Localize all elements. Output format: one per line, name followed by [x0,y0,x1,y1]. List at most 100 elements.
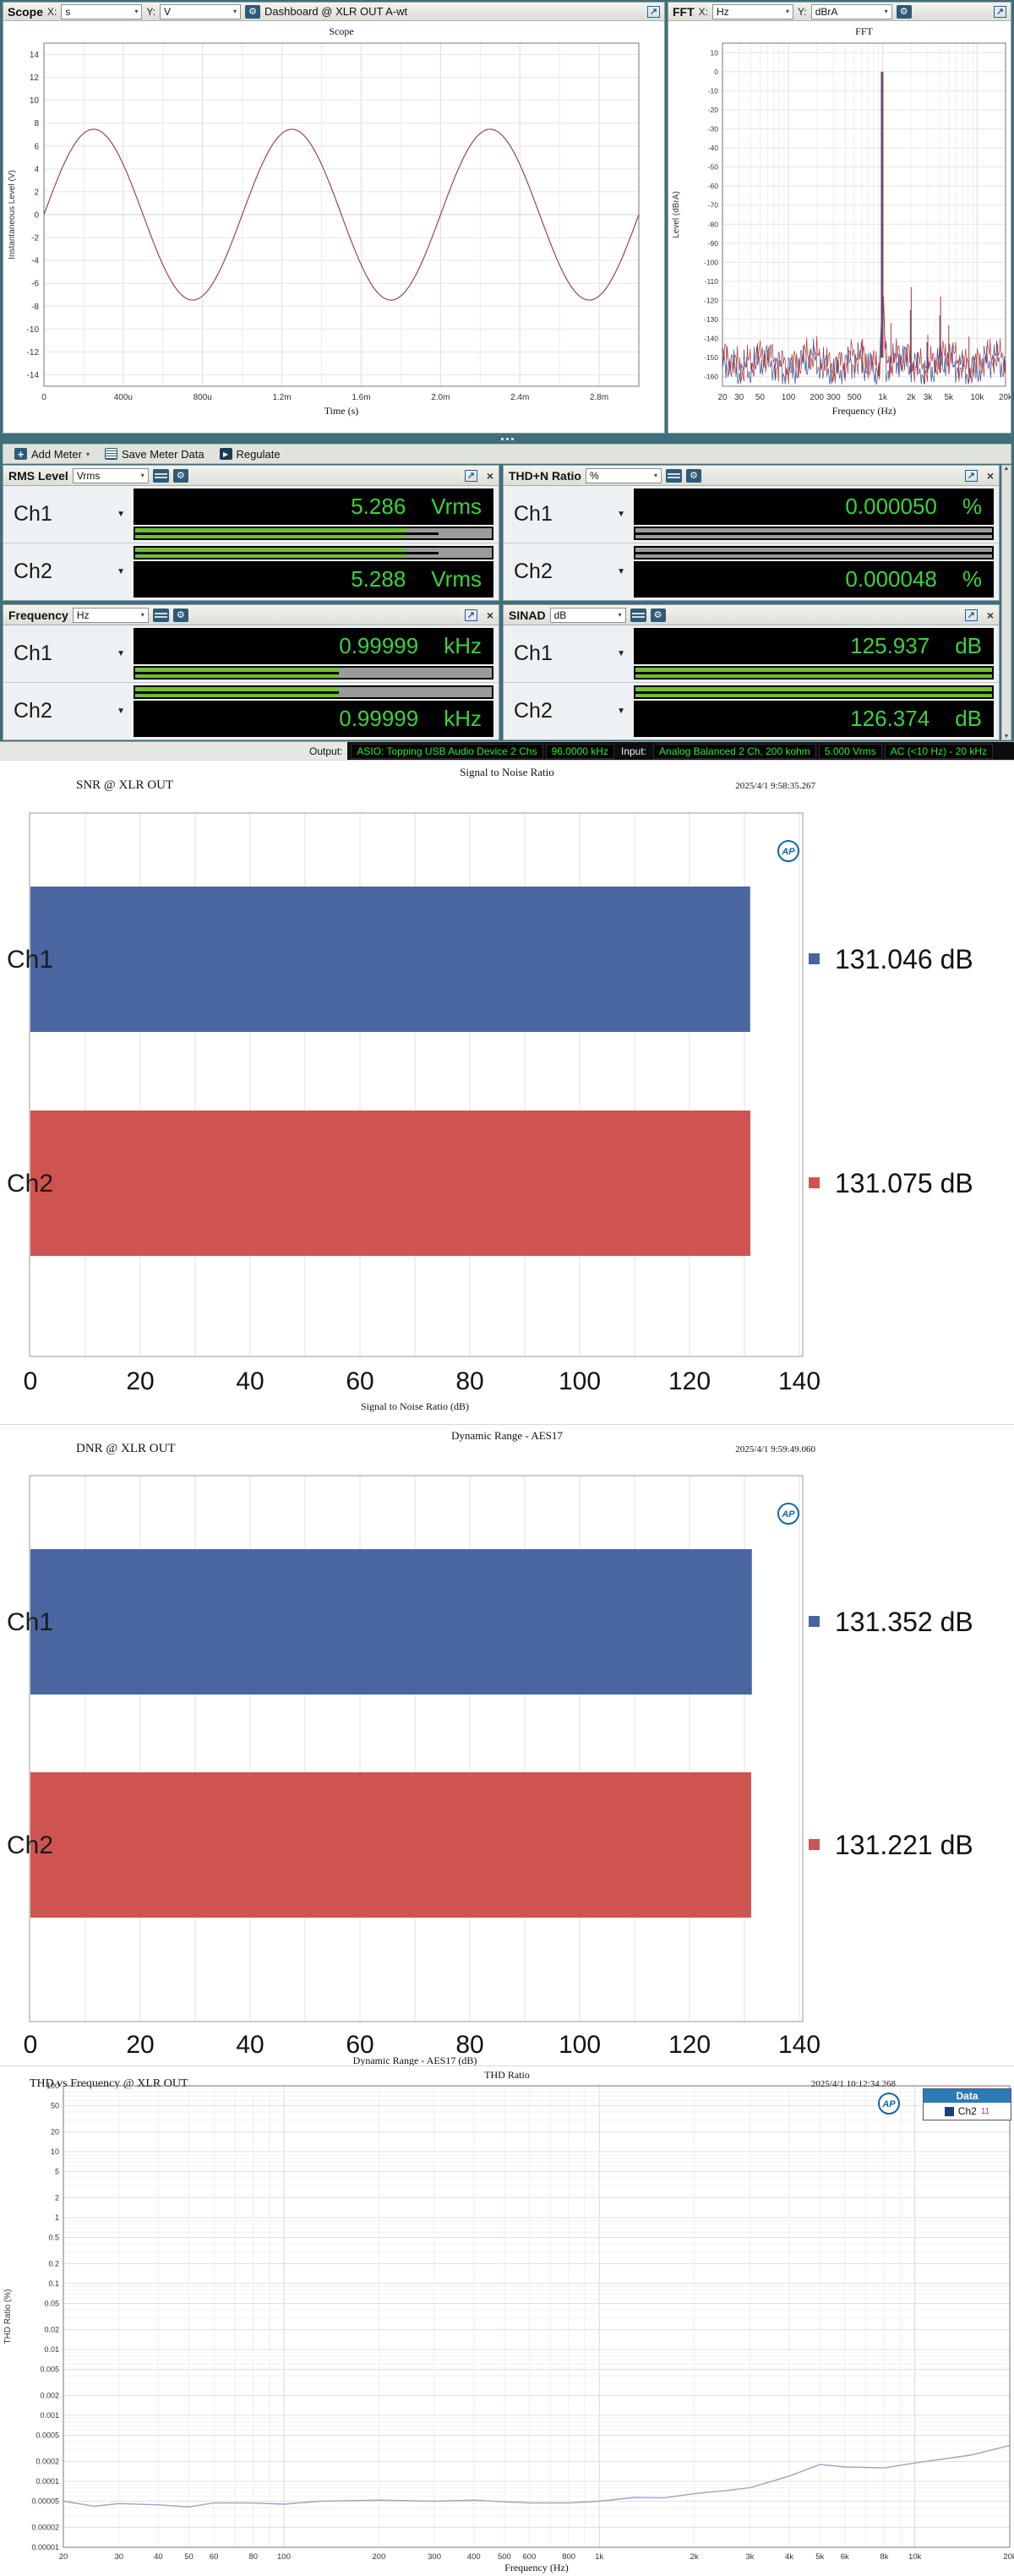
popout-icon[interactable]: ↗ [994,5,1006,18]
gear-icon[interactable]: ⚙ [896,4,912,19]
channel-selector[interactable]: Ch1 ▼ [514,502,625,526]
svg-text:0.1: 0.1 [48,2279,59,2288]
svg-text:400: 400 [467,2552,481,2562]
svg-text:Instantaneous Level (V): Instantaneous Level (V) [8,170,17,259]
svg-text:0.02: 0.02 [44,2326,59,2334]
scroll-down-icon[interactable]: ▼ [1003,734,1010,740]
popout-icon[interactable]: ↗ [464,609,477,621]
svg-text:80: 80 [248,2552,258,2562]
svg-text:-60: -60 [708,182,719,190]
svg-text:10: 10 [51,2148,59,2156]
popout-icon[interactable]: ↗ [964,609,978,621]
gear-icon[interactable]: ⚙ [685,468,701,483]
gear-icon[interactable]: ⚙ [172,608,188,622]
fft-x-unit-dropdown[interactable]: Hz ▾ [712,3,793,19]
meter-channel-row: Ch1 ▼ 0.000050% [504,486,999,543]
close-icon[interactable]: × [486,468,493,483]
channel-selector[interactable]: Ch1 ▼ [14,641,125,665]
scope-x-unit-dropdown[interactable]: s ▾ [61,3,143,19]
meter-display-style-icon[interactable] [152,608,169,622]
fft-panel: FFT X: Hz ▾ Y: dBrA ▾ ⚙ ↗ FFT 10 0 -10 -20 -30-… [668,2,1013,434]
chevron-down-icon: ▼ [117,567,125,576]
meter-channel-row: Ch2 ▼ 0.99999 kHz [3,682,499,740]
scope-y-unit-dropdown[interactable]: V ▾ [160,3,242,19]
svg-text:3k: 3k [745,2552,754,2562]
chevron-down-icon: ▾ [140,472,144,479]
close-icon[interactable]: × [986,608,994,622]
svg-text:2: 2 [34,188,39,197]
chevron-down-icon: ▼ [617,567,625,576]
meter-unit-dropdown[interactable]: Hz ▾ [72,607,149,623]
add-meter-button[interactable]: + Add Meter ▾ [7,445,97,463]
svg-text:100: 100 [559,1367,601,1395]
svg-text:140: 140 [778,1367,820,1395]
svg-text:3k: 3k [924,393,934,402]
popout-icon[interactable]: ↗ [964,469,978,482]
meter-unit-dropdown[interactable]: % ▾ [585,467,662,483]
close-icon[interactable]: × [486,608,493,622]
pane-splitter[interactable] [0,434,1014,444]
channel-selector[interactable]: Ch2 ▼ [14,699,125,723]
meter-unit-dropdown[interactable]: dB ▾ [549,607,626,623]
ap-logo: AP [777,1503,799,1525]
close-icon[interactable]: × [986,468,994,483]
dashboard-nav-button[interactable]: Dashboard @ XLR OUT A-wt [264,5,408,18]
svg-text:2k: 2k [907,393,917,402]
meter-bar [134,666,493,679]
svg-text:2.4m: 2.4m [510,393,529,402]
gear-icon[interactable]: ⚙ [172,468,188,483]
chevron-down-icon: ▼ [117,649,125,658]
svg-text:-80: -80 [708,220,719,228]
svg-text:-40: -40 [708,144,719,152]
svg-text:20: 20 [717,393,728,402]
svg-text:-50: -50 [708,163,719,172]
dnr-chart-timestamp: 2025/4/1 9:59:49.060 [735,1444,815,1454]
meter-display-style-icon[interactable] [665,468,682,483]
gear-icon[interactable]: ⚙ [245,4,261,19]
svg-text:60: 60 [210,2552,219,2562]
meter-unit-dropdown[interactable]: Vrms ▾ [72,467,149,483]
popout-icon[interactable]: ↗ [464,469,477,482]
snr-chart-title: Signal to Noise Ratio [460,766,554,778]
channel-selector[interactable]: Ch1 ▼ [514,641,625,665]
svg-text:-130: -130 [704,315,718,324]
meter-title: SINAD [509,608,546,622]
popout-icon[interactable]: ↗ [647,5,660,18]
svg-text:40: 40 [236,1367,264,1395]
svg-text:600: 600 [523,2552,537,2562]
fft-y-unit-dropdown[interactable]: dBrA ▾ [810,3,892,19]
svg-text:60: 60 [346,1367,373,1395]
svg-text:30: 30 [734,393,744,402]
channel-selector[interactable]: Ch2 ▼ [514,559,625,583]
svg-text:120: 120 [668,2031,711,2059]
svg-text:-20: -20 [708,106,719,114]
fft-y-label: Y: [798,5,807,18]
meter-title: Frequency [8,608,68,622]
meter-display-style-icon[interactable] [152,468,169,483]
svg-text:-14: -14 [27,371,40,380]
svg-text:-6: -6 [31,280,39,289]
meter-scrollbar[interactable]: ▲ ▼ [1001,465,1011,740]
save-meter-data-button[interactable]: Save Meter Data [97,445,212,463]
meter-display-style-icon[interactable] [630,608,646,622]
svg-text:-140: -140 [704,335,718,343]
svg-text:2.0m: 2.0m [431,393,450,402]
svg-text:0.002: 0.002 [40,2392,59,2400]
chevron-down-icon: ▾ [618,611,622,619]
gear-icon[interactable]: ⚙ [650,608,666,622]
bar-ch1 [30,887,750,1032]
channel-selector[interactable]: Ch1 ▼ [14,502,125,526]
scroll-up-icon[interactable]: ▲ [1003,466,1010,472]
meter-channel-row: Ch1 ▼ 125.937 dB [504,625,999,682]
channel-selector[interactable]: Ch2 ▼ [514,699,625,723]
svg-text:131.221 dB: 131.221 dB [835,1830,973,1860]
fft-chart: FFT100-10-20-30-40-50-60-70-80-90-100-11… [672,25,1013,417]
channel-selector[interactable]: Ch2 ▼ [14,559,125,583]
svg-text:500: 500 [498,2552,511,2562]
svg-text:20: 20 [51,2128,59,2137]
regulate-button[interactable]: ▶ Regulate [212,445,288,463]
legend-row[interactable]: Ch2 11 [924,2103,1011,2120]
svg-text:-30: -30 [708,125,719,134]
svg-text:Ch2: Ch2 [7,1831,53,1859]
chevron-down-icon: ▼ [617,707,625,716]
